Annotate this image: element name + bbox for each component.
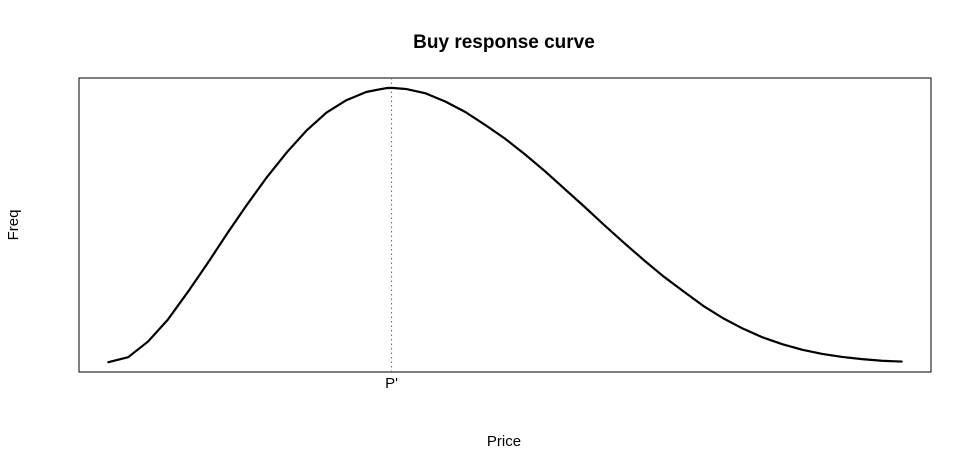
chart-title: Buy response curve (413, 32, 595, 53)
x-tick-labels: P' (385, 375, 398, 392)
x-axis-label: Price (487, 433, 521, 450)
x-tick-label: P' (385, 375, 398, 392)
y-axis-label: Freq (5, 210, 22, 241)
plot-frame (78, 77, 932, 373)
buy-response-curve-line (107, 86, 903, 364)
